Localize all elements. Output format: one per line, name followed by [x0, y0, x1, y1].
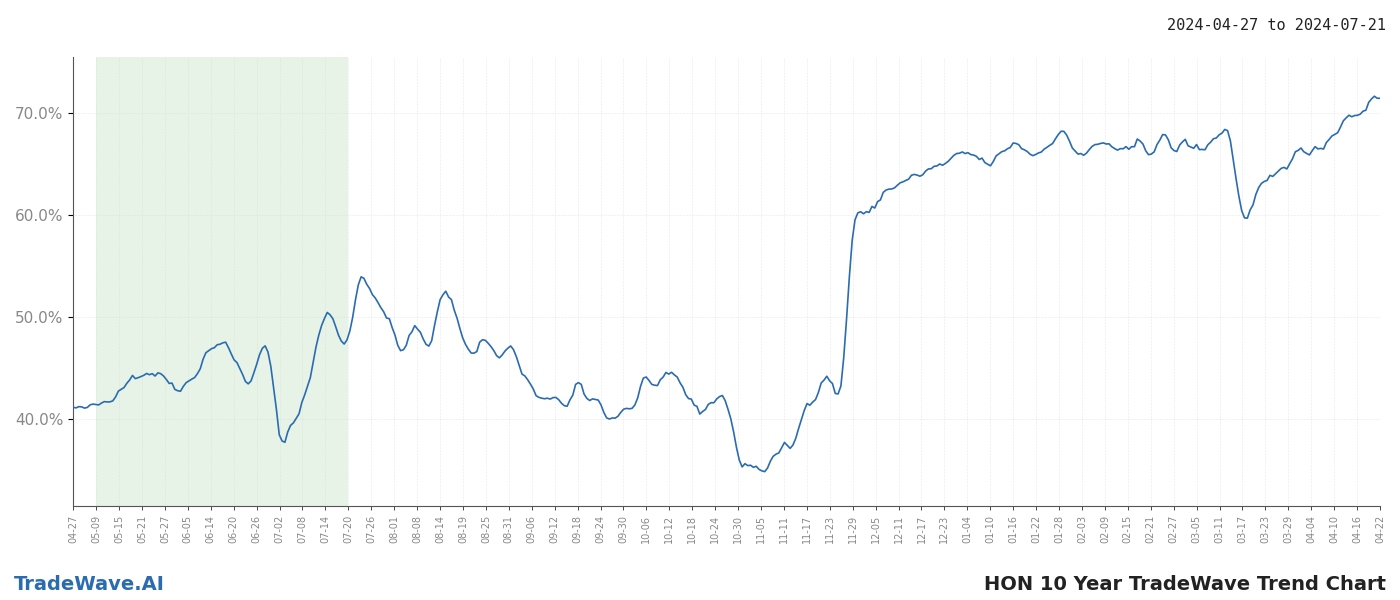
Text: TradeWave.AI: TradeWave.AI	[14, 575, 165, 594]
Bar	[97, 57, 349, 506]
Text: 2024-04-27 to 2024-07-21: 2024-04-27 to 2024-07-21	[1168, 18, 1386, 33]
Text: HON 10 Year TradeWave Trend Chart: HON 10 Year TradeWave Trend Chart	[984, 575, 1386, 594]
